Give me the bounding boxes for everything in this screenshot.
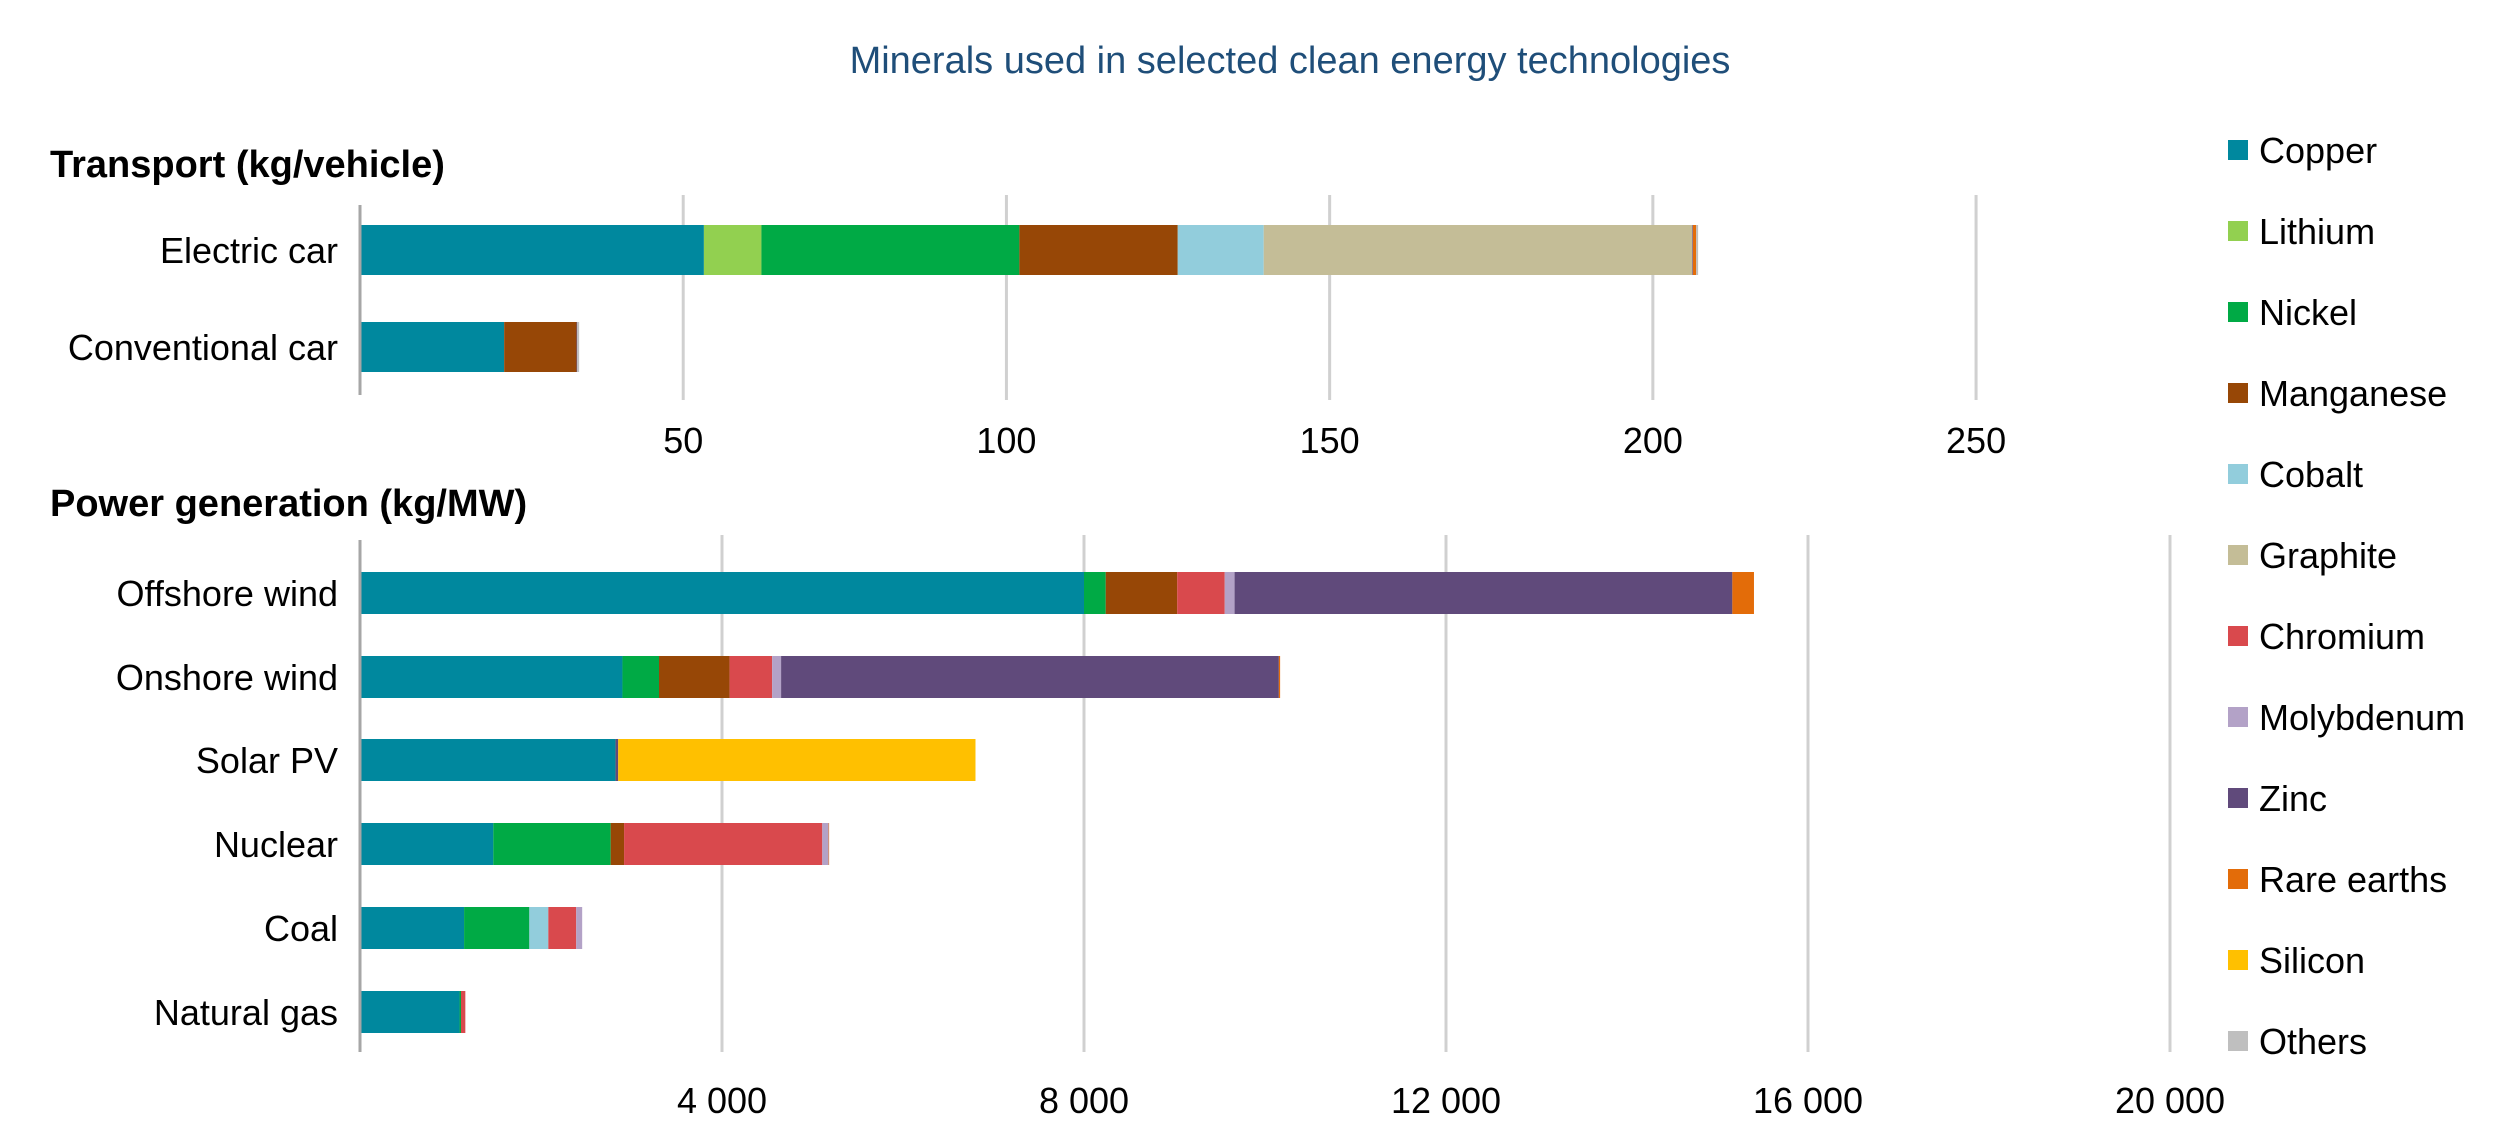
bar-segment-zinc	[1234, 572, 1733, 614]
legend-label: Silicon	[2259, 940, 2365, 981]
legend-label: Rare earths	[2259, 859, 2447, 900]
category-label: Coal	[264, 908, 338, 949]
category-label: Natural gas	[154, 992, 338, 1033]
x-tick-label: 200	[1623, 420, 1683, 461]
bar-segment-lithium	[703, 225, 762, 275]
x-tick-label: 100	[976, 420, 1036, 461]
x-tick-label: 20 000	[2115, 1080, 2225, 1121]
bar-segment-copper	[360, 322, 505, 372]
bar-segment-chromium	[729, 656, 773, 698]
legend-label: Cobalt	[2259, 454, 2363, 495]
bar-segment-nickel	[464, 907, 530, 949]
legend-swatch	[2228, 464, 2248, 484]
panel-power-generation: 4 000 8 000 12 000 16 000 20 000 Offshore win…	[116, 535, 2225, 1121]
legend-label: Others	[2259, 1021, 2367, 1062]
bar-segment-chromium	[548, 907, 577, 949]
bar-segment-copper	[360, 907, 465, 949]
bar-segment-rare-earths	[828, 823, 830, 865]
panel-heading-unit: (kg/vehicle)	[236, 144, 445, 186]
bar-segment-cobalt	[529, 907, 549, 949]
legend-swatch	[2228, 545, 2248, 565]
bar-segment-manganese	[1105, 572, 1178, 614]
bar-segment-chromium	[460, 991, 466, 1033]
bar-segment-nickel	[622, 656, 660, 698]
legend-swatch	[2228, 707, 2248, 727]
legend-swatch	[2228, 950, 2248, 970]
bar-segment-chromium	[1177, 572, 1225, 614]
panel-heading-bold: Power generation	[50, 483, 369, 525]
legend-label: Copper	[2259, 130, 2377, 171]
x-tick-label: 250	[1946, 420, 2006, 461]
bar-segment-others	[577, 322, 580, 372]
legend-label: Manganese	[2259, 373, 2447, 414]
bar-segment-manganese	[659, 656, 730, 698]
bar-segment-zinc	[615, 739, 619, 781]
legend-swatch	[2228, 788, 2248, 808]
bar-segment-others	[1696, 225, 1699, 275]
bar-segment-rare-earths	[1278, 656, 1281, 698]
legend-label: Nickel	[2259, 292, 2357, 333]
category-label: Electric car	[160, 230, 338, 271]
legend: Copper Lithium Nickel Manganese Cobalt Graphi…	[2228, 130, 2465, 1062]
category-label: Solar PV	[196, 740, 338, 781]
x-tick-label: 12 000	[1391, 1080, 1501, 1121]
bar-segment-molybdenum	[1224, 572, 1235, 614]
bar-segment-nickel	[459, 991, 461, 1033]
bar-segment-graphite	[1263, 225, 1693, 275]
panel-heading-power: Power generation (kg/MW)	[50, 483, 527, 525]
bar-segment-copper	[360, 739, 616, 781]
legend-swatch	[2228, 302, 2248, 322]
legend-label: Zinc	[2259, 778, 2327, 819]
category-label: Offshore wind	[117, 573, 338, 614]
x-tick-label: 16 000	[1753, 1080, 1863, 1121]
category-label: Nuclear	[214, 824, 338, 865]
x-tick-label: 8 000	[1039, 1080, 1129, 1121]
legend-label: Molybdenum	[2259, 697, 2465, 738]
chart-title: Minerals used in selected clean energy t…	[850, 40, 1731, 82]
bar-segment-cobalt	[1177, 225, 1264, 275]
category-label: Onshore wind	[116, 657, 338, 698]
x-tick-label: 4 000	[677, 1080, 767, 1121]
bar-segment-silicon	[618, 739, 976, 781]
panel-heading-unit: (kg/MW)	[379, 483, 527, 525]
bar-segment-rare-earths	[1732, 572, 1754, 614]
bar-segment-manganese	[1019, 225, 1178, 275]
legend-label: Lithium	[2259, 211, 2375, 252]
bar-segment-nickel	[761, 225, 1020, 275]
bar-segment-zinc	[576, 322, 578, 372]
legend-swatch	[2228, 1031, 2248, 1051]
bar-segment-copper	[360, 572, 1084, 614]
category-label: Conventional car	[68, 327, 338, 368]
bar-segment-nickel	[493, 823, 611, 865]
panel-heading-bold: Transport	[50, 144, 226, 186]
bar-segment-copper	[360, 225, 704, 275]
legend-swatch	[2228, 383, 2248, 403]
x-tick-label: 150	[1300, 420, 1360, 461]
bar-segment-chromium	[624, 823, 823, 865]
legend-swatch	[2228, 221, 2248, 241]
bar-segment-molybdenum	[772, 656, 782, 698]
x-tick-label: 50	[663, 420, 703, 461]
panel-heading-transport: Transport (kg/vehicle)	[50, 144, 445, 186]
bar-segment-copper	[360, 656, 623, 698]
legend-swatch	[2228, 626, 2248, 646]
legend-label: Graphite	[2259, 535, 2397, 576]
bar-segment-manganese	[504, 322, 577, 372]
bar-segment-zinc	[1692, 225, 1693, 275]
bar-segment-molybdenum	[576, 907, 583, 949]
bar-segment-molybdenum	[822, 823, 829, 865]
bar-segment-copper	[360, 823, 494, 865]
legend-swatch	[2228, 869, 2248, 889]
bar-segment-zinc	[781, 656, 1279, 698]
bar-segment-nickel	[1084, 572, 1106, 614]
bar-segment-copper	[360, 991, 460, 1033]
panel-transport: 50 100 150 200 250 Electric car Conventional c…	[68, 195, 2006, 461]
legend-swatch	[2228, 140, 2248, 160]
bar-segment-manganese	[610, 823, 625, 865]
bar-segment-rare-earths	[1692, 225, 1697, 275]
legend-label: Chromium	[2259, 616, 2425, 657]
